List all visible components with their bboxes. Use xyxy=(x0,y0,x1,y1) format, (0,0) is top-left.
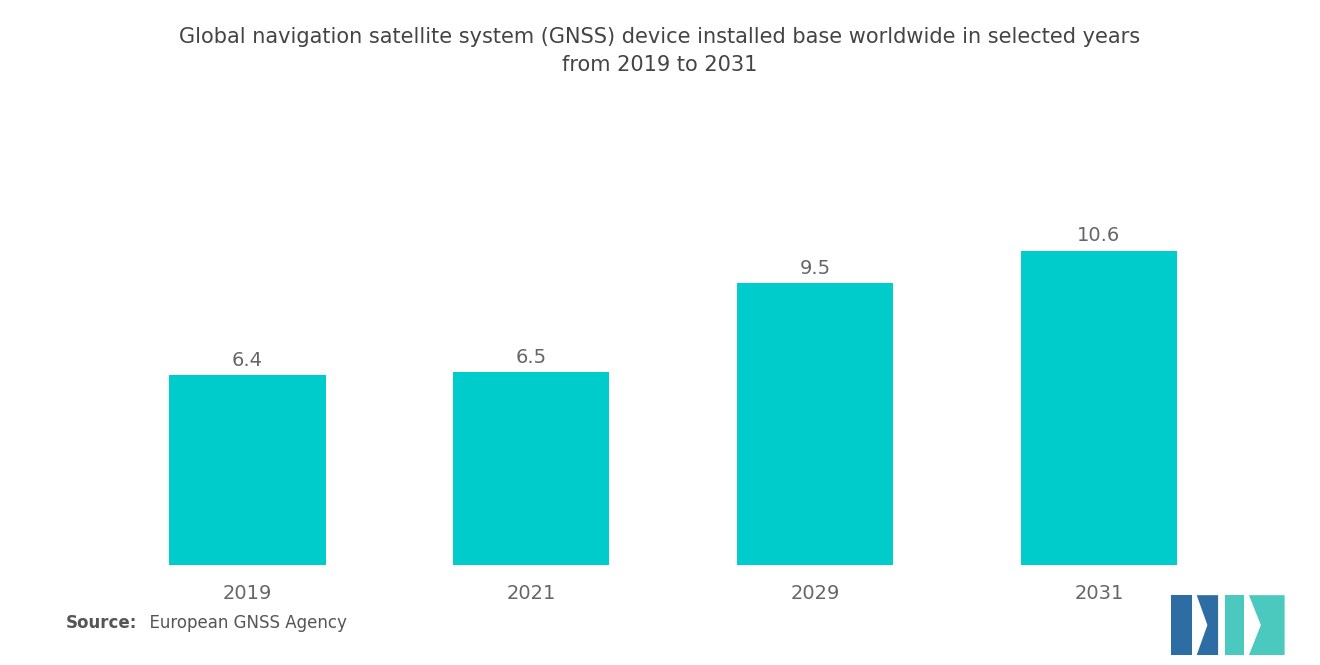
Bar xyxy=(737,283,894,565)
Text: 6.5: 6.5 xyxy=(516,348,546,367)
Text: 9.5: 9.5 xyxy=(800,259,830,278)
Polygon shape xyxy=(1249,595,1284,655)
Text: 10.6: 10.6 xyxy=(1077,226,1121,245)
Polygon shape xyxy=(1225,595,1245,655)
Bar xyxy=(169,375,326,565)
Bar xyxy=(453,372,610,565)
Bar xyxy=(1020,251,1177,565)
Text: Global navigation satellite system (GNSS) device installed base worldwide in sel: Global navigation satellite system (GNSS… xyxy=(180,27,1140,74)
Text: 6.4: 6.4 xyxy=(232,351,263,370)
Polygon shape xyxy=(1171,595,1192,655)
Text: European GNSS Agency: European GNSS Agency xyxy=(139,614,346,632)
Text: Source:: Source: xyxy=(66,614,137,632)
Polygon shape xyxy=(1197,595,1218,655)
